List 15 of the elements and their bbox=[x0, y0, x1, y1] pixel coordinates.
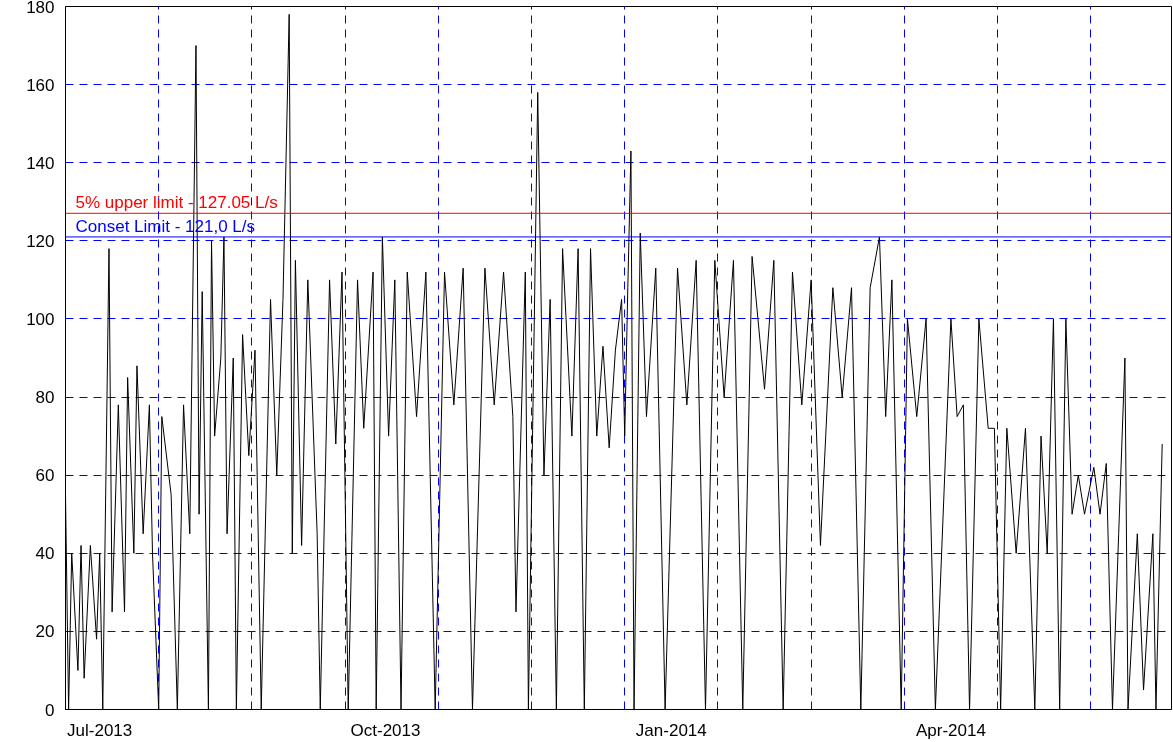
y-tick-label: 140 bbox=[26, 153, 55, 173]
y-tick-label: 20 bbox=[35, 622, 55, 642]
y-tick-label: 40 bbox=[35, 544, 55, 564]
y-tick-label: 160 bbox=[26, 75, 55, 95]
x-tick-label: Apr-2014 bbox=[915, 720, 986, 740]
x-tick-label: Jul-2013 bbox=[67, 720, 133, 740]
y-tick-label: 100 bbox=[26, 309, 55, 329]
y-tick-label: 80 bbox=[35, 388, 55, 408]
x-tick-label: Oct-2013 bbox=[350, 720, 421, 740]
ref-line-label: 5% upper limit - 127.05 L/s bbox=[75, 193, 278, 213]
x-tick-label: Jan-2014 bbox=[635, 720, 707, 740]
y-tick-label: 0 bbox=[45, 700, 55, 720]
y-tick-label: 180 bbox=[26, 0, 55, 17]
y-tick-label: 120 bbox=[26, 231, 55, 251]
y-tick-label: 60 bbox=[35, 466, 55, 486]
